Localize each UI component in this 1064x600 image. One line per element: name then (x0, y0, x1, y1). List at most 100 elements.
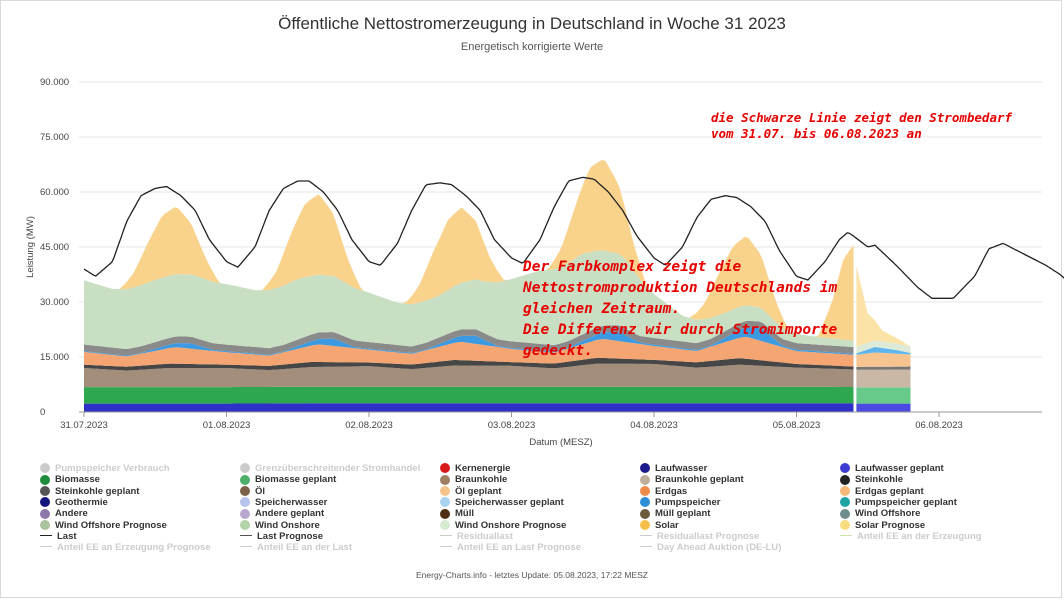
legend-line-icon (240, 546, 252, 548)
legend-item[interactable]: Laufwasser (640, 463, 707, 474)
legend-item[interactable]: Braunkohle (440, 474, 507, 485)
annotation-production-note: Der Farbkomplex zeigt die Nettostromprod… (523, 257, 837, 362)
legend-label: Speicherwasser geplant (455, 496, 564, 508)
legend-item[interactable]: Speicherwasser geplant (440, 497, 564, 508)
legend-label: Laufwasser geplant (855, 463, 944, 474)
legend-label: Solar (655, 519, 679, 531)
legend-label: Müll geplant (655, 508, 711, 520)
legend-item[interactable]: Geothermie (40, 497, 108, 508)
legend-item[interactable]: Speicherwasser (240, 497, 327, 508)
legend-item[interactable]: Steinkohle (840, 474, 903, 485)
legend-item[interactable]: Müll geplant (640, 508, 710, 519)
y-tick-label: 90.000 (40, 77, 69, 88)
legend-item[interactable]: Wind Onshore Prognose (440, 520, 566, 531)
legend-label: Pumpspeicher Verbrauch (55, 463, 170, 474)
area-biomasse-geplant (856, 387, 911, 404)
legend-label: Andere (55, 508, 88, 520)
legend-label: Residuallast (457, 530, 513, 542)
legend-label: Laufwasser (655, 463, 708, 474)
legend-label: Wind Offshore (855, 508, 921, 520)
legend-dot-icon (440, 519, 450, 530)
legend-dot-icon (40, 486, 50, 497)
legend-item[interactable]: Kernenergie (440, 463, 510, 474)
legend-item[interactable]: Pumpspeicher Verbrauch (40, 463, 170, 474)
legend-item[interactable]: Andere geplant (240, 508, 324, 519)
area-braunkohle-geplant (856, 369, 911, 388)
annotation-line: Nettostromproduktion Deutschlands im (523, 280, 838, 296)
forecast-areas (856, 266, 911, 412)
legend-item[interactable]: Pumpspeicher geplant (840, 497, 957, 508)
legend-item[interactable]: Wind Onshore (240, 520, 320, 531)
y-axis-label: Leistung (MW) (25, 216, 36, 278)
area-steinkohle-geplant (856, 366, 911, 370)
legend-dot-icon (40, 474, 50, 485)
legend-item[interactable]: Solar (640, 520, 679, 531)
legend-label: Braunkohle (455, 474, 508, 486)
legend-item[interactable]: Erdgas geplant (840, 486, 924, 497)
legend-item[interactable]: Residuallast Prognose (640, 531, 759, 542)
x-tick-label: 06.08.2023 (915, 420, 963, 431)
legend-item[interactable]: Andere (40, 508, 88, 519)
legend-label: Grenzüberschreitender Stromhandel (255, 463, 421, 474)
y-tick-label: 45.000 (40, 242, 69, 253)
legend-label: Speicherwasser (255, 496, 328, 508)
legend-label: Erdgas geplant (855, 485, 924, 497)
legend-item[interactable]: Laufwasser geplant (840, 463, 944, 474)
area-wind-onshore-prognose (856, 340, 911, 354)
legend-line-icon (840, 534, 852, 536)
legend-dot-icon (240, 497, 250, 508)
legend-item[interactable]: Öl geplant (440, 486, 501, 497)
area-erdgas (84, 337, 854, 367)
legend-item[interactable]: Erdgas (640, 486, 687, 497)
line-last (83, 176, 1064, 299)
footer-update-text: Energy-Charts.info - letztes Update: 05.… (416, 570, 648, 580)
legend-item[interactable]: Steinkohle geplant (40, 486, 139, 497)
legend-item[interactable]: Wind Offshore (840, 508, 920, 519)
y-tick-label: 15.000 (40, 352, 69, 363)
x-tick-label: 05.08.2023 (773, 420, 821, 431)
x-tick-label: 31.07.2023 (60, 420, 108, 431)
legend-item[interactable]: Anteil EE an Erzeugung Prognose (40, 542, 211, 553)
legend-label: Geothermie (55, 496, 108, 508)
legend-dot-icon (640, 497, 650, 508)
legend-item[interactable]: Biomasse (40, 474, 100, 485)
x-tick-label: 04.08.2023 (630, 420, 678, 431)
legend-label: Biomasse geplant (255, 474, 337, 486)
legend-item[interactable]: Wind Offshore Prognose (40, 520, 167, 531)
legend-item[interactable]: Öl (240, 486, 265, 497)
legend-item[interactable]: Grenzüberschreitender Stromhandel (240, 463, 420, 474)
legend-item[interactable]: Anteil EE an Last Prognose (440, 542, 581, 553)
legend-label: Steinkohle geplant (55, 485, 140, 497)
legend-label: Last Prognose (257, 530, 323, 542)
legend-dot-icon (240, 508, 250, 519)
legend-dot-icon (640, 486, 650, 497)
legend-item[interactable]: Braunkohle geplant (640, 474, 744, 485)
legend-item[interactable]: Pumpspeicher (640, 497, 720, 508)
legend-item[interactable]: Residuallast (440, 531, 513, 542)
area-andere (84, 320, 854, 356)
x-tick-label: 01.08.2023 (203, 420, 251, 431)
legend-item[interactable]: Day Ahead Auktion (DE-LU) (640, 542, 781, 553)
legend-item[interactable]: Anteil EE an der Last (240, 542, 352, 553)
legend-dot-icon (840, 497, 850, 508)
legend-label: Wind Offshore Prognose (55, 519, 167, 531)
chart-title: Öffentliche Nettostromerzeugung in Deuts… (278, 14, 786, 33)
legend-line-icon (440, 546, 452, 548)
legend-dot-icon (840, 463, 850, 474)
area-steinkohle (84, 357, 854, 371)
legend-dot-icon (440, 474, 450, 485)
legend-item[interactable]: Last Prognose (240, 531, 323, 542)
legend-item[interactable]: Solar Prognose (840, 520, 925, 531)
legend-dot-icon (40, 497, 50, 508)
legend-item[interactable]: Last (40, 531, 77, 542)
area-wind-onshore (84, 250, 854, 349)
legend-item[interactable]: Biomasse geplant (240, 474, 336, 485)
area-erdgas-geplant (856, 352, 911, 367)
legend-dot-icon (640, 508, 650, 519)
legend-line-icon (240, 534, 252, 536)
legend-label: Anteil EE an Erzeugung Prognose (57, 542, 211, 554)
legend-item[interactable]: Anteil EE an der Erzeugung (840, 531, 982, 542)
legend-dot-icon (840, 486, 850, 497)
legend-item[interactable]: Müll (440, 508, 474, 519)
legend-label: Day Ahead Auktion (DE-LU) (657, 542, 782, 554)
